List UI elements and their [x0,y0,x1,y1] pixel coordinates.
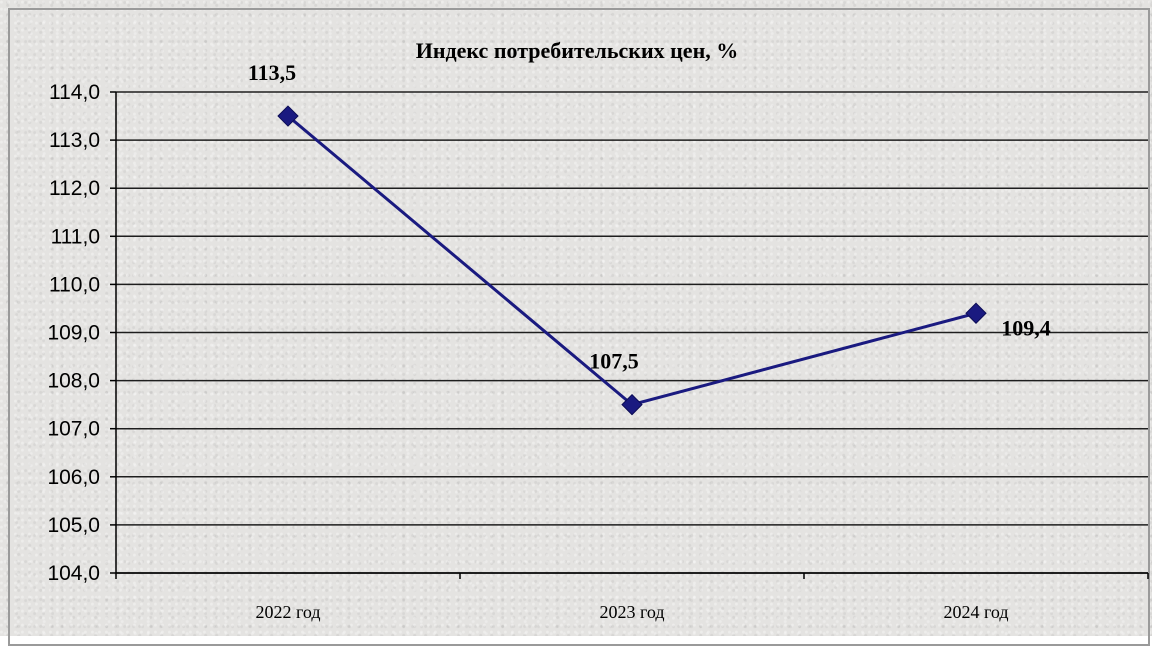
x-tick-label: 2022 год [255,602,320,622]
x-tick-label: 2024 год [943,602,1008,622]
y-tick-label: 108,0 [47,370,100,393]
gridlines [116,91,1148,574]
axes [110,91,1149,579]
y-axis-tick-labels: 104,0 105,0 106,0 107,0 108,0 109,0 110,0 111,0… [47,81,100,585]
y-tick-label: 113,0 [49,129,100,152]
y-tick-label: 106,0 [47,466,100,489]
x-tick-label: 2023 год [599,602,664,622]
x-axis-tick-labels: 2022 год 2023 год 2024 год [255,602,1008,622]
data-label: 109,4 [1001,315,1051,340]
data-point-marker [965,302,987,324]
y-tick-label: 107,0 [47,418,100,441]
y-tick-label: 110,0 [49,273,100,296]
y-tick-label: 105,0 [47,514,100,537]
data-label: 107,5 [589,349,639,374]
y-tick-label: 112,0 [49,177,100,200]
series [277,105,987,416]
y-tick-label: 109,0 [47,322,100,345]
data-point-marker [277,105,299,127]
y-tick-label: 114,0 [49,81,100,104]
chart-title: Индекс потребительских цен, % [416,38,739,63]
y-tick-label: 111,0 [51,225,100,248]
data-labels: 113,5 107,5 109,4 [248,60,1051,374]
y-tick-label: 104,0 [47,562,100,585]
data-label: 113,5 [248,60,296,85]
data-point-marker [621,393,643,416]
